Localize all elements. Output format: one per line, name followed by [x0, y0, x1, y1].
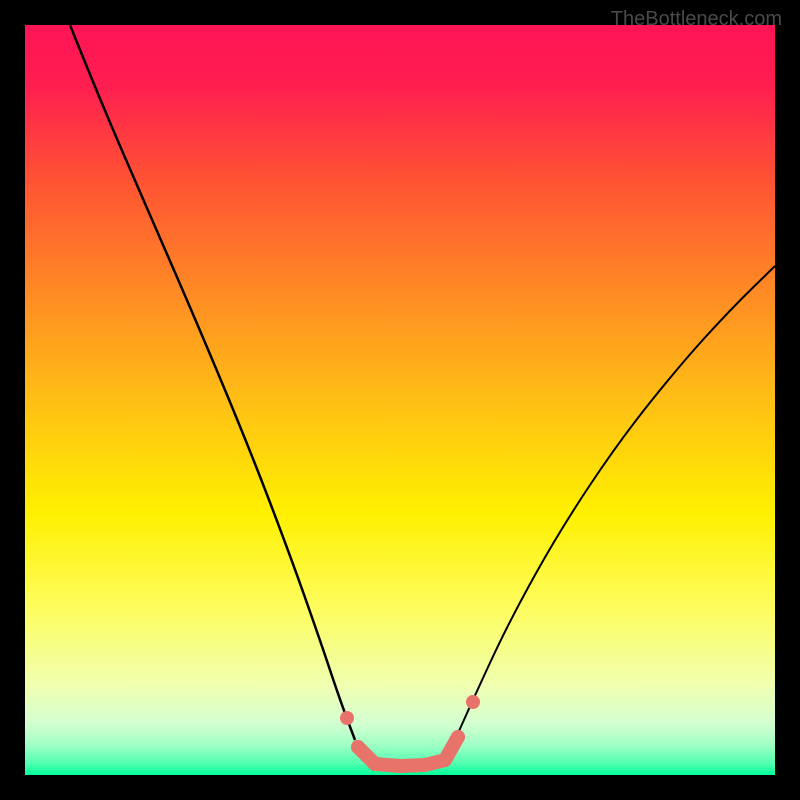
bottleneck-chart-svg: [0, 0, 800, 800]
watermark-text: TheBottleneck.com: [611, 8, 782, 31]
plot-background: [25, 25, 775, 775]
chart-container: [0, 0, 800, 800]
